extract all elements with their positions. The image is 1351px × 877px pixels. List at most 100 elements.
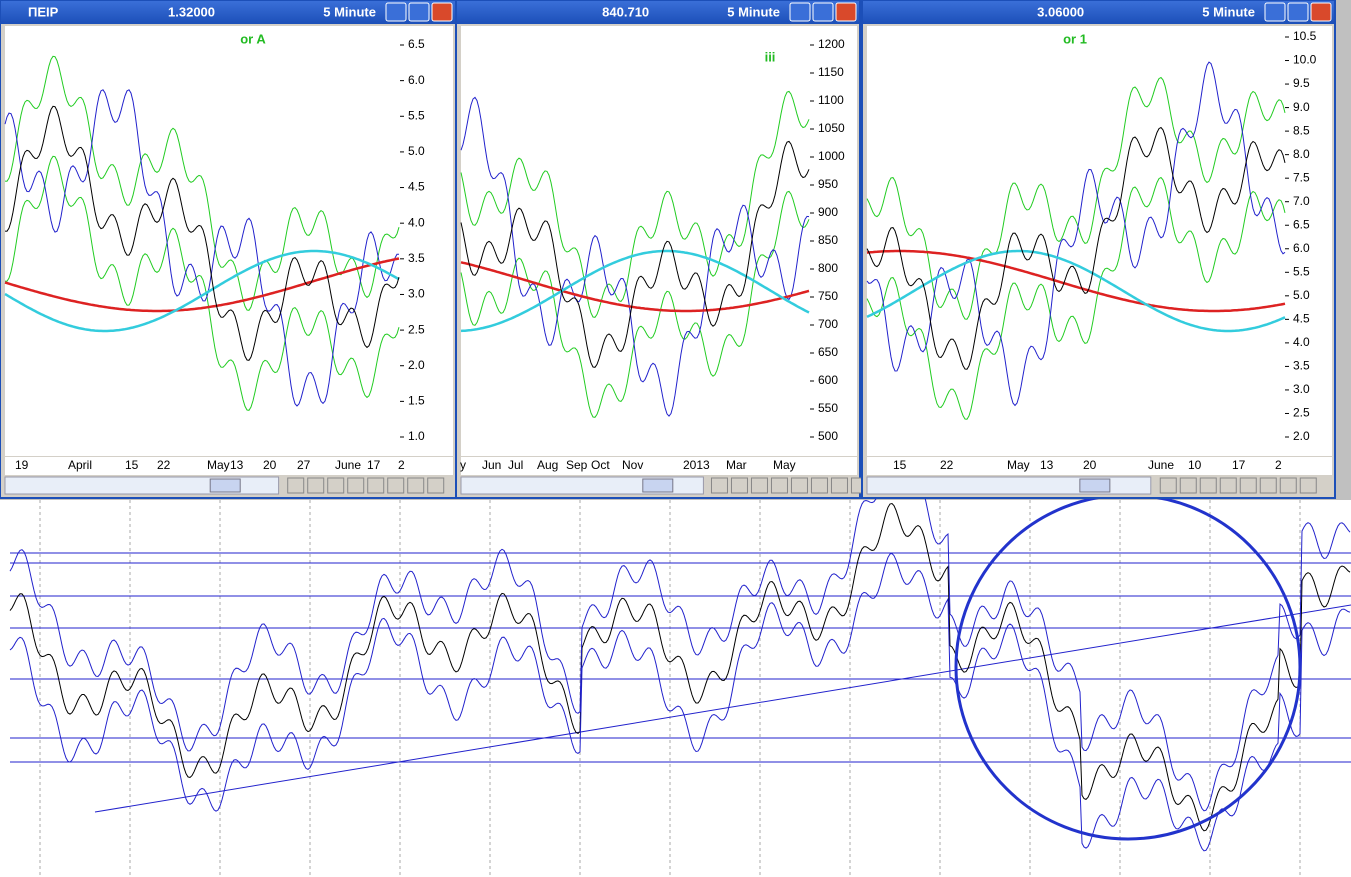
band-upper <box>9 452 1351 812</box>
scroll-thumb[interactable] <box>1079 478 1111 493</box>
toolbar-button[interactable] <box>750 477 768 494</box>
max-button[interactable] <box>408 2 430 22</box>
y-tick-label: 9.0 <box>1293 100 1310 114</box>
toolbar-button[interactable] <box>407 477 425 494</box>
toolbar-button[interactable] <box>347 477 365 494</box>
price-line <box>4 105 400 361</box>
band <box>460 90 810 318</box>
y-tick-label: 500 <box>818 429 838 443</box>
x-tick-label: 2013 <box>683 458 710 472</box>
wave-annotation: iii <box>765 49 776 64</box>
toolbar-button[interactable] <box>810 477 828 494</box>
toolbar-button[interactable] <box>387 477 405 494</box>
avg-red <box>460 261 810 313</box>
scroll-thumb[interactable] <box>209 478 241 493</box>
max-button[interactable] <box>812 2 834 22</box>
toolbar-button[interactable] <box>1179 477 1197 494</box>
y-axis-area <box>1285 26 1332 456</box>
y-tick-label: 3.0 <box>1293 382 1310 396</box>
toolbar-button[interactable] <box>1239 477 1257 494</box>
y-tick-label: 600 <box>818 373 838 387</box>
x-axis-area <box>867 457 1332 475</box>
y-tick-label: 6.5 <box>408 37 425 51</box>
toolbar-button[interactable] <box>1219 477 1237 494</box>
x-tick-label: May <box>1007 458 1030 472</box>
x-tick-label: Oct <box>591 458 610 472</box>
y-tick-label: 550 <box>818 401 838 415</box>
price-line <box>9 502 1351 832</box>
y-tick-label: 4.5 <box>1293 312 1310 326</box>
toolbar-button[interactable] <box>830 477 848 494</box>
toolbar-button[interactable] <box>1159 477 1177 494</box>
close-button[interactable] <box>1310 2 1332 22</box>
x-tick-label: 17 <box>1232 458 1246 472</box>
band <box>866 176 1286 420</box>
close-button[interactable] <box>835 2 857 22</box>
y-tick-label: 850 <box>818 233 838 247</box>
toolbar-button[interactable] <box>427 477 445 494</box>
x-tick-label: June <box>1148 458 1174 472</box>
window-symbol: ΠΕΙΡ <box>28 4 59 19</box>
y-tick-label: 10.5 <box>1293 29 1317 43</box>
close-button[interactable] <box>431 2 453 22</box>
y-tick-label: 700 <box>818 317 838 331</box>
band <box>866 76 1286 320</box>
min-button[interactable] <box>1264 2 1286 22</box>
toolbar-button[interactable] <box>1299 477 1317 494</box>
min-button[interactable] <box>385 2 407 22</box>
y-tick-label: 7.0 <box>1293 194 1310 208</box>
band <box>460 96 810 417</box>
window-interval: 5 Minute <box>1202 4 1255 19</box>
x-tick-label: 2 <box>1275 458 1282 472</box>
toolbar-button[interactable] <box>1279 477 1297 494</box>
x-tick-label: 2 <box>398 458 405 472</box>
title-bar <box>863 1 1334 24</box>
band <box>460 190 810 418</box>
x-tick-label: 22 <box>940 458 954 472</box>
toolbar-button[interactable] <box>710 477 728 494</box>
wave-annotation: or 1 <box>1063 31 1087 46</box>
y-tick-label: 650 <box>818 345 838 359</box>
x-tick-label: 15 <box>125 458 139 472</box>
x-tick-label: Jun <box>482 458 501 472</box>
y-tick-label: 4.0 <box>1293 335 1310 349</box>
toolbar-button[interactable] <box>790 477 808 494</box>
toolbar-button[interactable] <box>307 477 325 494</box>
y-tick-label: 10.0 <box>1293 53 1317 67</box>
toolbar-button[interactable] <box>730 477 748 494</box>
y-tick-label: 6.0 <box>1293 241 1310 255</box>
trend-line <box>94 604 1351 813</box>
y-tick-label: 1100 <box>818 93 844 107</box>
y-tick-label: 5.0 <box>1293 288 1310 302</box>
y-tick-label: 8.0 <box>1293 147 1310 161</box>
toolbar-button[interactable] <box>287 477 305 494</box>
y-tick-label: 750 <box>818 289 838 303</box>
toolbar-button[interactable] <box>327 477 345 494</box>
scroll-thumb[interactable] <box>642 478 674 493</box>
toolbar-button[interactable] <box>770 477 788 494</box>
title-bar <box>457 1 859 24</box>
band <box>4 55 400 311</box>
x-tick-label: 19 <box>15 458 29 472</box>
avg-red <box>866 249 1286 313</box>
min-button[interactable] <box>789 2 811 22</box>
y-tick-label: 7.5 <box>1293 170 1310 184</box>
x-tick-label: May <box>207 458 230 472</box>
toolbar-button[interactable] <box>367 477 385 494</box>
x-tick-label: 10 <box>1188 458 1202 472</box>
y-tick-label: 1150 <box>818 65 844 79</box>
y-tick-label: 1.0 <box>408 429 425 443</box>
toolbar-button[interactable] <box>1199 477 1217 494</box>
y-axis-area <box>400 26 453 456</box>
x-axis-area <box>5 457 453 475</box>
chart-window: ΠΕΙΡ 1.32000 5 Minute 6.5 6.0 5.5 5.0 4.5 4.0 3.5… <box>0 0 457 499</box>
x-tick-label: Nov <box>622 458 643 472</box>
y-tick-label: 2.0 <box>408 358 425 372</box>
x-tick-label: 20 <box>1083 458 1097 472</box>
toolbar-button[interactable] <box>1259 477 1277 494</box>
max-button[interactable] <box>1287 2 1309 22</box>
y-tick-label: 5.0 <box>408 144 425 158</box>
wave-annotation: or A <box>240 31 266 46</box>
window-price: 3.06000 <box>1037 4 1084 19</box>
